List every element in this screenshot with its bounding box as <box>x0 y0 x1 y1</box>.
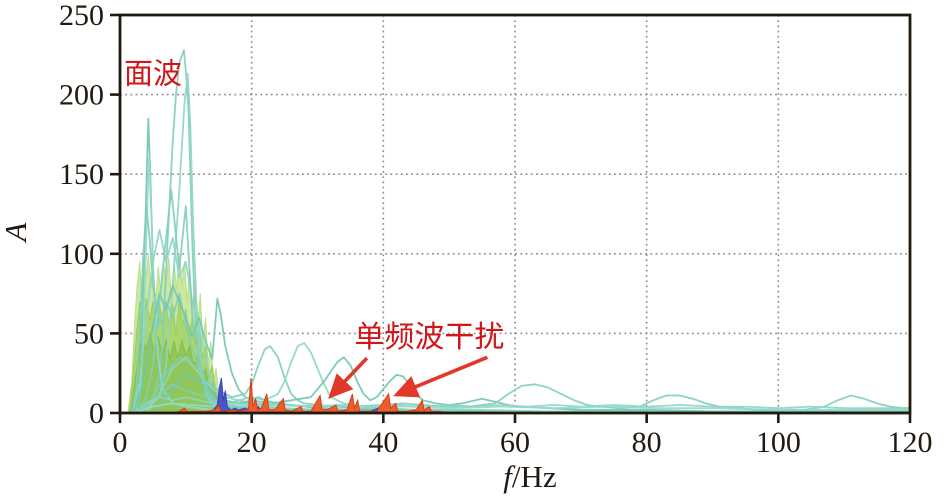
interference-arrow-2 <box>393 355 489 398</box>
x-tick-label: 20 <box>237 426 267 459</box>
y-tick-label: 0 <box>89 397 104 430</box>
gridlines <box>120 15 910 413</box>
x-tick-label: 0 <box>113 426 128 459</box>
x-tick-label: 60 <box>500 426 530 459</box>
annotation-surface-wave: 面波 <box>124 57 182 90</box>
x-tick-label: 120 <box>888 426 933 459</box>
y-tick-label: 150 <box>59 158 104 191</box>
y-tick-label: 50 <box>74 317 104 350</box>
y-tick-label: 250 <box>59 0 104 32</box>
y-axis-title: A <box>0 221 33 243</box>
series-spectrum-trace-13 <box>132 402 910 413</box>
series-spectrum-trace-1 <box>129 49 910 413</box>
series-spectrum-trace-2 <box>132 73 845 413</box>
x-tick-label: 100 <box>756 426 801 459</box>
y-tick-label: 200 <box>59 79 104 112</box>
series-group <box>127 49 910 413</box>
annotation-interference: 单频波干扰 <box>354 321 504 354</box>
x-axis-title: f/Hz <box>503 459 556 494</box>
axes: 0 20 40 60 80 100 120 0 50 100 150 200 250 <box>59 0 933 459</box>
series-spectrum-trace-14 <box>135 189 351 413</box>
y-tick-label: 100 <box>59 238 104 271</box>
interference-arrow-1 <box>328 356 369 399</box>
x-tick-label: 40 <box>368 426 398 459</box>
x-tick-label: 80 <box>632 426 662 459</box>
series-interference-orange <box>172 377 450 413</box>
